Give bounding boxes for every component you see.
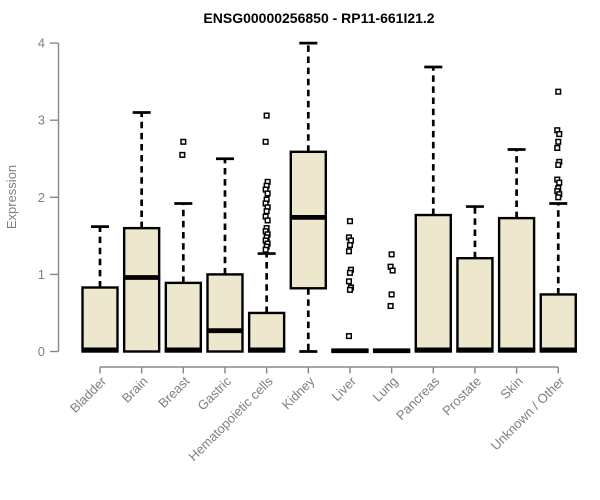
outlier-point: [555, 194, 562, 201]
x-tick-label: Pancreas: [393, 373, 443, 423]
box-series: [81, 41, 577, 354]
box-pancreas: [414, 65, 452, 353]
box-hematopoietic-cells: [247, 112, 286, 353]
y-tick-label: 0: [38, 344, 45, 359]
box-liver: [331, 218, 369, 354]
outlier-point: [262, 138, 269, 145]
iqr-box: [414, 213, 452, 353]
outlier-point: [264, 217, 271, 224]
box-skin: [497, 148, 536, 353]
iqr-box: [164, 281, 203, 353]
x-tick-label: Breast: [155, 373, 192, 410]
y-tick-label: 3: [38, 113, 45, 128]
y-axis-label: Expression: [4, 165, 19, 229]
iqr-box: [247, 311, 286, 353]
outlier-point: [556, 131, 563, 138]
outlier-point: [180, 138, 187, 145]
outlier-point: [388, 291, 395, 298]
x-tick-label: Unknown / Other: [488, 373, 568, 453]
outlier-point: [388, 251, 395, 258]
box-bladder: [81, 225, 119, 353]
box-prostate: [456, 205, 494, 353]
outlier-point: [263, 112, 270, 119]
outlier-point: [345, 278, 353, 285]
box-breast: [164, 138, 203, 353]
outlier-point: [262, 246, 269, 253]
x-tick-label: Liver: [329, 373, 360, 404]
x-tick-label: Kidney: [279, 373, 318, 412]
x-tick-label: Brain: [119, 374, 151, 406]
x-tick-label: Lung: [370, 374, 401, 405]
iqr-box: [122, 226, 161, 353]
outlier-point: [389, 267, 396, 274]
outlier-point: [345, 333, 353, 340]
outlier-point: [554, 144, 561, 152]
outlier-point: [555, 161, 562, 168]
outlier-point: [346, 242, 354, 249]
x-tick-label: Prostate: [439, 374, 484, 419]
iqr-box: [539, 293, 577, 353]
outlier-point: [263, 208, 270, 215]
iqr-box: [289, 150, 327, 290]
outlier-point: [555, 138, 562, 145]
outlier-point: [346, 269, 354, 276]
chart-title: ENSG00000256850 - RP11-661I21.2: [203, 10, 434, 26]
iqr-box: [456, 257, 494, 353]
outlier-point: [387, 302, 394, 310]
y-tick-label: 1: [38, 267, 45, 282]
x-tick-label: Bladder: [67, 373, 110, 416]
outlier-point: [264, 190, 271, 197]
outlier-point: [556, 179, 563, 186]
box-kidney: [289, 41, 327, 353]
y-tick-label: 4: [38, 36, 45, 51]
outlier-point: [346, 218, 354, 225]
outlier-point: [179, 151, 186, 158]
box-unknown-other: [539, 88, 577, 353]
box-gastric: [206, 157, 244, 353]
box-lung: [372, 251, 411, 354]
iqr-box: [81, 286, 119, 353]
box-brain: [122, 111, 161, 353]
x-tick-label: Skin: [497, 374, 525, 402]
y-tick-label: 2: [38, 190, 45, 205]
outlier-point: [346, 286, 354, 293]
iqr-box: [206, 273, 244, 353]
outlier-point: [555, 88, 562, 95]
iqr-box: [497, 216, 536, 353]
x-tick-label: Gastric: [194, 373, 234, 413]
outlier-point: [345, 248, 353, 255]
